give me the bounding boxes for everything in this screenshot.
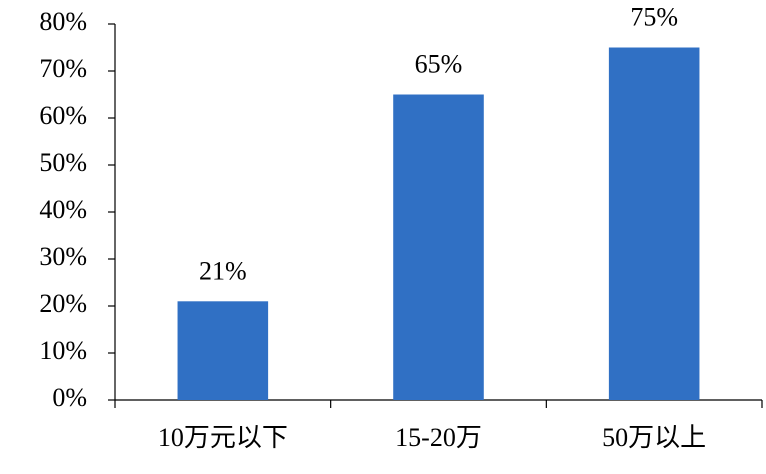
x-tick-label: 10万元以下 [158, 423, 288, 452]
bar [177, 301, 269, 400]
y-tick-label: 40% [39, 195, 87, 224]
y-tick-label: 20% [39, 289, 87, 318]
y-tick-label: 80% [39, 7, 87, 36]
y-tick-label: 60% [39, 101, 87, 130]
bar [393, 94, 484, 400]
y-tick-label: 70% [39, 54, 87, 83]
bar [608, 47, 700, 400]
x-tick-label: 15-20万 [395, 423, 482, 452]
y-tick-label: 50% [39, 148, 87, 177]
value-label: 21% [199, 256, 247, 285]
value-label: 65% [415, 49, 463, 78]
x-tick-label: 50万以上 [602, 423, 706, 452]
y-tick-label: 10% [39, 336, 87, 365]
y-tick-label: 30% [39, 242, 87, 271]
y-tick-label: 0% [52, 383, 87, 412]
value-label: 75% [630, 2, 678, 31]
